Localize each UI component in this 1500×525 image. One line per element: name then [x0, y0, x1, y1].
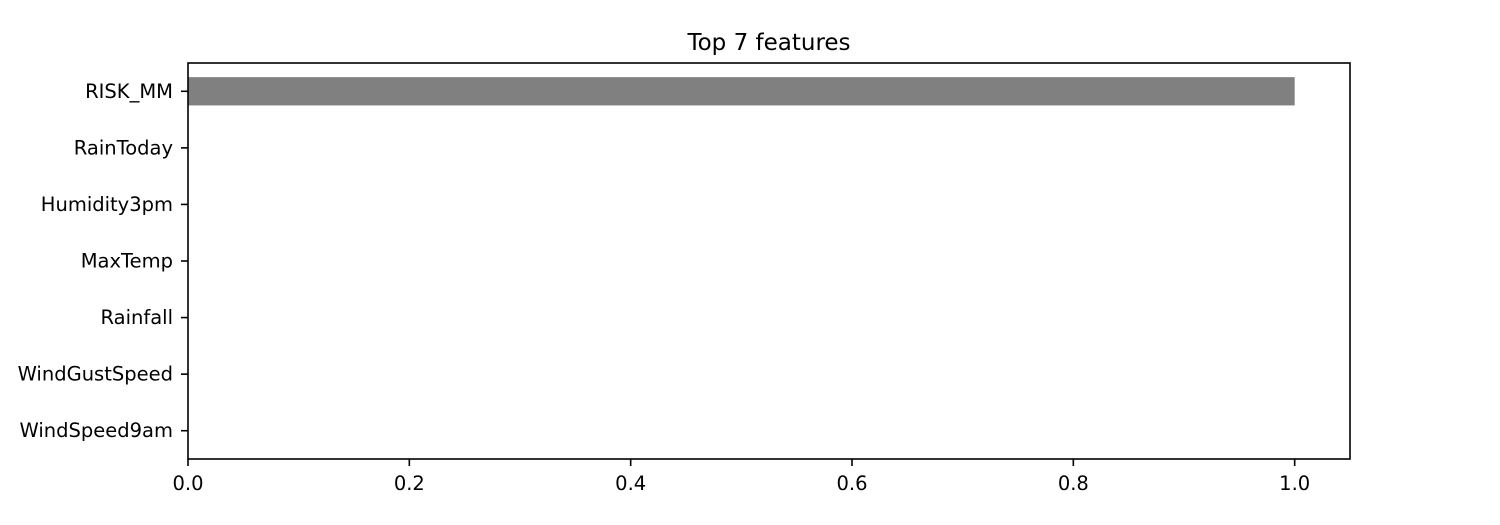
x-tick-label: 0.2 [394, 472, 425, 495]
y-tick-label: Humidity3pm [41, 193, 173, 216]
y-tick-label: RISK_MM [85, 80, 173, 103]
x-tick-label: 0.0 [172, 472, 203, 495]
y-tick-label: MaxTemp [81, 250, 173, 273]
plot-frame [187, 62, 1351, 460]
chart-title: Top 7 features [686, 30, 850, 56]
y-tick-label: RainToday [74, 136, 173, 159]
y-axis-ticks: RISK_MM RainToday Humidity3pm MaxTemp Rainfa… [18, 80, 188, 442]
x-tick-label: 0.4 [615, 472, 646, 495]
bars-group [188, 77, 1295, 106]
x-tick-label: 0.6 [836, 472, 867, 495]
x-tick-label: 0.8 [1058, 472, 1089, 495]
y-tick-label: Rainfall [101, 306, 174, 329]
y-tick-label: WindSpeed9am [20, 419, 174, 442]
y-tick-label: WindGustSpeed [18, 363, 173, 386]
bar-risk-mm [188, 77, 1295, 106]
x-axis-ticks: 0.0 0.2 0.4 0.6 0.8 1.0 [172, 459, 1310, 495]
x-tick-label: 1.0 [1279, 472, 1310, 495]
